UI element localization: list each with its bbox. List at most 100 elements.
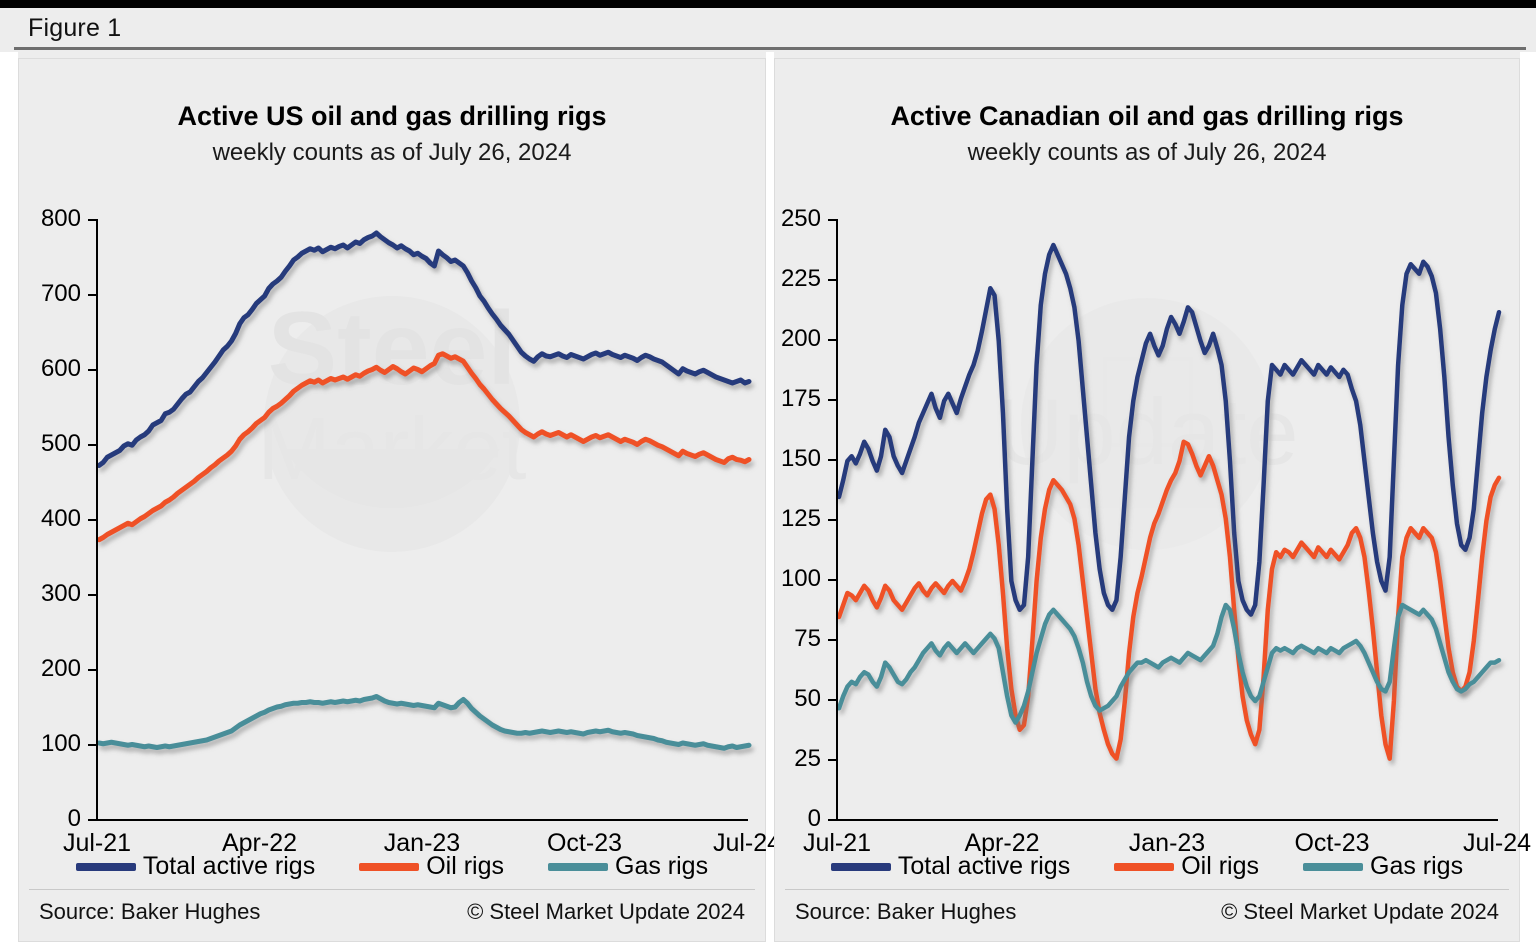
y-tick (828, 519, 837, 521)
y-tick (88, 519, 97, 521)
y-tick-label: 150 (780, 445, 821, 472)
x-tick-label: Jul-24 (712, 829, 782, 857)
y-tick-label: 225 (780, 265, 821, 292)
y-tick (828, 399, 837, 401)
figure-divider (14, 47, 1526, 50)
legend-item-oil[interactable]: Oil rigs (359, 852, 504, 881)
y-tick-label: 100 (40, 730, 81, 757)
y-tick (828, 759, 837, 761)
series-line-total (96, 230, 752, 468)
y-tick (828, 339, 837, 341)
figure-label: Figure 1 (28, 14, 122, 42)
left-gutter (0, 52, 18, 949)
y-tick-label: 300 (40, 580, 81, 607)
chart-title-us: Active US oil and gas drilling rigs (177, 101, 607, 131)
legend-item-gas[interactable]: Gas rigs (1303, 852, 1463, 881)
copyright-label-us: © Steel Market Update 2024 (467, 899, 745, 924)
legend-us: Total active rigs Oil rigs Gas rigs (19, 852, 765, 881)
bottom-gutter (0, 942, 1536, 949)
legend-label-oil: Oil rigs (426, 852, 504, 880)
chart-title-canada: Active Canadian oil and gas drilling rig… (890, 101, 1404, 131)
y-tick (828, 819, 837, 821)
x-tick-label: Jul-24 (1462, 829, 1532, 857)
legend-swatch-oil (359, 862, 420, 871)
y-tick (88, 444, 97, 446)
legend-item-oil[interactable]: Oil rigs (1114, 852, 1259, 881)
legend-item-total[interactable]: Total active rigs (830, 852, 1071, 881)
y-tick (88, 219, 97, 221)
y-tick (828, 219, 837, 221)
series-line-oil (836, 439, 1502, 761)
panel-canada-rigs: Active Canadian oil and gas drilling rig… (774, 58, 1531, 942)
panel-us-rigs: Active US oil and gas drilling rigs week… (18, 58, 781, 942)
legend-item-total[interactable]: Total active rigs (75, 852, 316, 881)
legend-label-total: Total active rigs (142, 852, 316, 880)
y-tick-label: 250 (780, 205, 821, 232)
legend-swatch-oil (1114, 862, 1175, 871)
x-tick-label: Oct-23 (1294, 829, 1370, 857)
source-label-canada: Source: Baker Hughes (795, 899, 1017, 924)
right-gutter (1520, 52, 1536, 949)
y-tick (828, 579, 837, 581)
y-tick (828, 699, 837, 701)
footer-us: Source: Baker Hughes © Steel Market Upda… (19, 889, 765, 933)
panel-gutter (766, 52, 774, 949)
x-tick-label: Jul-21 (802, 829, 872, 857)
legend-swatch-gas (548, 862, 608, 871)
series-line-oil (96, 351, 752, 543)
series-line-gas (96, 694, 752, 751)
legend-label-oil: Oil rigs (1181, 852, 1259, 880)
footer-canada: Source: Baker Hughes © Steel Market Upda… (775, 889, 1519, 933)
x-tick-label: Jan-23 (383, 829, 461, 857)
legend-swatch-total (75, 862, 136, 871)
footer-divider-us (29, 889, 755, 890)
x-tick-label: Apr-22 (964, 829, 1040, 857)
series-line-gas (836, 602, 1502, 725)
legend-item-gas[interactable]: Gas rigs (548, 852, 708, 881)
chart-subtitle-canada: weekly counts as of July 26, 2024 (967, 139, 1327, 166)
y-axis-line (836, 219, 838, 821)
y-tick-label: 500 (40, 430, 81, 457)
y-tick (88, 294, 97, 296)
source-label-us: Source: Baker Hughes (39, 899, 261, 924)
x-axis-line (96, 819, 748, 821)
y-tick-label: 50 (794, 685, 821, 712)
y-tick-label: 600 (40, 355, 81, 382)
x-tick-label: Jul-21 (62, 829, 132, 857)
legend-label-gas: Gas rigs (1370, 852, 1464, 880)
y-tick-label: 700 (40, 280, 81, 307)
chart-svg-canada-rigs (836, 242, 1502, 761)
y-tick-label: 175 (780, 385, 821, 412)
plot-area-canada: 0 25 50 75 100 125 150 175 200 225 250 Jul-21 Apr-22… (781, 205, 1531, 857)
y-tick (88, 369, 97, 371)
y-tick-label: 0 (67, 805, 81, 832)
y-tick (88, 594, 97, 596)
chart-svg-us-rigs (96, 230, 752, 751)
y-tick (828, 279, 837, 281)
footer-divider-canada (785, 889, 1509, 890)
y-axis-line (96, 219, 98, 821)
copyright-label-canada: © Steel Market Update 2024 (1221, 899, 1499, 924)
y-tick (88, 744, 97, 746)
legend-swatch-gas (1303, 862, 1363, 871)
y-tick-label: 75 (794, 625, 821, 652)
y-tick (88, 669, 97, 671)
x-axis-line (836, 819, 1498, 821)
y-tick-label: 200 (780, 325, 821, 352)
top-black-bar (0, 0, 1536, 8)
legend-label-total: Total active rigs (897, 852, 1071, 880)
legend-canada: Total active rigs Oil rigs Gas rigs (775, 852, 1519, 881)
y-tick-label: 125 (780, 505, 821, 532)
x-tick-label: Apr-22 (221, 829, 298, 857)
legend-label-gas: Gas rigs (615, 852, 709, 880)
x-tick-label: Oct-23 (546, 829, 623, 857)
y-tick-label: 0 (807, 805, 821, 832)
y-tick (88, 819, 97, 821)
y-tick (828, 639, 837, 641)
series-line-total (836, 242, 1502, 617)
y-tick-label: 400 (40, 505, 81, 532)
y-tick-label: 100 (780, 565, 821, 592)
legend-swatch-total (830, 862, 891, 871)
y-tick-label: 25 (794, 745, 821, 772)
